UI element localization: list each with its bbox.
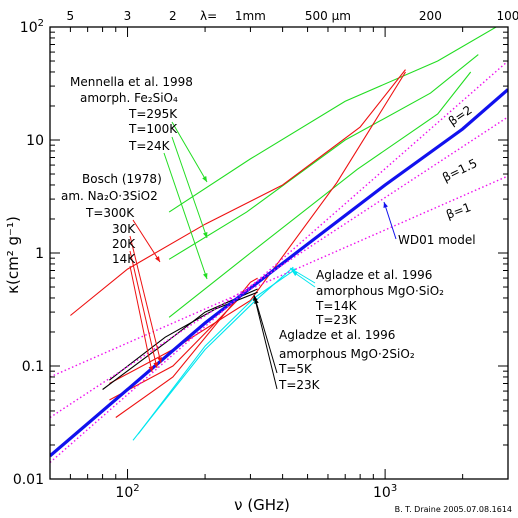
bosch-t30: 30K — [112, 222, 136, 236]
agladze-black-t5: T=5K — [278, 362, 313, 376]
leader-bosch-t30 — [129, 235, 162, 364]
series-line-agladze-et-al-1996-amorphous-mgo-sio-t-23k — [137, 268, 297, 435]
agladze-cyan-t14: T=14K — [315, 299, 358, 313]
top-axis-label: λ= — [200, 9, 217, 23]
series-line-wd01-model-wd01-model — [50, 88, 508, 458]
leader-bosch-t20-arrowhead — [153, 362, 159, 368]
leader-wd01 — [383, 201, 397, 240]
series-line--1-5 — [50, 116, 508, 419]
wd01-label: WD01 model — [398, 233, 476, 247]
y-tick-label: 102 — [20, 18, 44, 36]
leader-bosch-t14-arrowhead — [148, 366, 154, 372]
leader-wd01-arrowhead — [383, 202, 388, 208]
series-line-agladze-et-al-1996-amorphous-mgo-sio-t-14k — [132, 266, 294, 441]
leader-bosch-t300-arrowhead — [155, 256, 160, 262]
bosch-t20: 20K — [112, 237, 136, 251]
leader-layer — [129, 121, 397, 390]
leader-agladze-black-t23 — [253, 294, 278, 390]
series-line--2 — [50, 60, 508, 464]
leader-mennella-t295 — [171, 121, 208, 183]
agladze-cyan-title: Agladze et al. 1996 — [316, 268, 432, 282]
agladze-cyan-material: amorphous MgO·SiO₂ — [316, 284, 444, 298]
series-line-bosch-1978-t-300k — [70, 69, 406, 316]
leader-bosch-t300 — [132, 219, 161, 263]
leader-bosch-t30-arrowhead — [157, 357, 162, 363]
top-tick-label: 100 — [496, 9, 518, 23]
top-tick-label: 500 μm — [305, 9, 351, 23]
bosch-title: Bosch (1978) — [82, 172, 162, 186]
agladze-black-t23: T=23K — [278, 378, 321, 392]
bosch-t300: T=300K — [85, 206, 135, 220]
y-tick-label: 10 — [26, 133, 44, 149]
x-tick-label: 102 — [115, 483, 139, 501]
y-tick-label: 0.1 — [22, 359, 44, 375]
leader-bosch-t20 — [129, 250, 158, 369]
top-tick-label: 5 — [66, 9, 74, 23]
leader-agladze-cyan-t23-arrowhead — [292, 271, 298, 277]
top-tick-label: 1mm — [235, 9, 266, 23]
agladze-black-material: amorphous MgO·2SiO₂ — [279, 347, 415, 361]
series-layer — [50, 27, 508, 464]
top-tick-label: 3 — [124, 9, 132, 23]
leader-agladze-cyan-t14-arrowhead — [290, 268, 296, 273]
top-tick-label: 2 — [169, 9, 177, 23]
x-tick-label: 103 — [373, 483, 397, 501]
leader-mennella-t24 — [163, 152, 208, 280]
series-line-bosch-1978-30k — [109, 71, 406, 384]
credit-text: B. T. Draine 2005.07.08.1614 — [395, 505, 512, 514]
leader-mennella-t100-arrowhead — [202, 232, 208, 238]
leader-bosch-t14 — [129, 265, 153, 373]
series-line-mennella-et-al-1998-t-295k — [168, 27, 498, 213]
mennella-title: Mennella et al. 1998 — [70, 75, 193, 89]
series-line-mennella-et-al-1998-t-100k — [168, 54, 479, 260]
annotation-layer: Mennella et al. 1998 amorph. Fe₂SiO₄ T=2… — [61, 75, 479, 392]
mennella-t24: T=24K — [128, 139, 171, 153]
y-tick-label: 0.01 — [13, 472, 44, 488]
leader-mennella-t100 — [171, 136, 208, 239]
bosch-t14: 14K — [112, 252, 136, 266]
mennella-t100: T=100K — [128, 122, 178, 136]
mennella-material: amorph. Fe₂SiO₄ — [80, 91, 178, 105]
series-line-agladze-et-al-1996-amorphous-mgo-2sio-t-5k — [102, 288, 258, 390]
agladze-black-title: Agladze et al. 1996 — [279, 328, 395, 342]
series-line-mennella-et-al-1998-t-24k — [168, 71, 472, 318]
y-tick-label: 1 — [35, 246, 44, 262]
series-line-bosch-1978-14k — [115, 277, 258, 418]
beta-1: β=1 — [444, 200, 473, 222]
beta-2: β=2 — [446, 103, 475, 129]
leader-mennella-t24-arrowhead — [203, 273, 208, 279]
top-tick-label: 200 — [419, 9, 442, 23]
beta-1-5: β=1.5 — [440, 156, 479, 185]
y-axis-label: κ(cm² g⁻¹) — [4, 216, 22, 294]
agladze-cyan-t23: T=23K — [315, 313, 358, 327]
mennella-t295: T=295K — [128, 107, 178, 121]
x-axis-label: ν (GHz) — [234, 496, 290, 514]
leader-agladze-black-t23-arrowhead — [253, 295, 258, 301]
leader-agladze-black-t5 — [254, 297, 278, 374]
bosch-material: am. Na₂O·3SiO2 — [61, 189, 158, 203]
leader-mennella-t295-arrowhead — [202, 176, 207, 182]
series-line--1 — [50, 175, 508, 378]
